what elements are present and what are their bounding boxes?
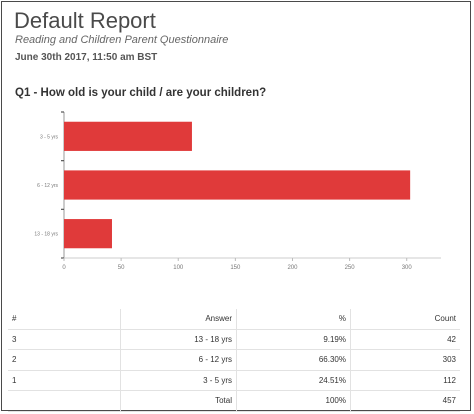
category-label: 13 - 18 yrs (34, 232, 58, 238)
cell-answer: 3 - 5 yrs (120, 370, 237, 391)
total-percent: 100% (236, 390, 351, 412)
table-row: 2 6 - 12 yrs 66.30% 303 (8, 349, 460, 371)
x-tick-label: 50 (118, 265, 125, 271)
cell-count: 303 (350, 349, 460, 371)
header-percent: % (236, 309, 351, 330)
header-count: Count (350, 309, 460, 330)
header-num: # (8, 309, 121, 330)
bar-13-18-yrs (64, 219, 112, 249)
cell-percent: 9.19% (236, 329, 351, 350)
table-row: 3 13 - 18 yrs 9.19% 42 (8, 329, 460, 350)
category-label: 3 - 5 yrs (40, 134, 59, 140)
cell-percent: 66.30% (236, 349, 351, 371)
bar-3-5-yrs (64, 121, 192, 151)
report-subtitle: Reading and Children Parent Questionnair… (15, 34, 229, 46)
report-title: Default Report (14, 8, 156, 33)
total-num (8, 390, 121, 412)
question-title: Q1 - How old is your child / are your ch… (15, 87, 267, 99)
cell-num: 2 (8, 349, 121, 371)
x-tick-label: 200 (287, 265, 298, 271)
table-row: 1 3 - 5 yrs 24.51% 112 (8, 370, 460, 391)
table-header-row: # Answer % Count (8, 309, 460, 330)
x-tick-label: 100 (173, 265, 184, 271)
bar-chart: 3 - 5 yrs 6 - 12 yrs 13 - 18 yrs 0 50 100 150 2… (34, 111, 441, 271)
total-count: 457 (350, 390, 460, 412)
cell-count: 42 (350, 329, 460, 350)
x-tick-label: 0 (62, 265, 66, 271)
report-date: June 30th 2017, 11:50 am BST (15, 52, 158, 63)
table-total-row: Total 100% 457 (8, 390, 460, 412)
cell-num: 3 (8, 329, 121, 350)
category-label: 6 - 12 yrs (37, 183, 58, 189)
x-tick-label: 300 (402, 265, 413, 271)
results-table: # Answer % Count 3 13 - 18 yrs 9.19% 42 … (8, 309, 460, 412)
x-tick-label: 250 (345, 265, 356, 271)
cell-answer: 6 - 12 yrs (120, 349, 237, 371)
bar-6-12-yrs (64, 170, 411, 200)
cell-count: 112 (350, 370, 460, 391)
cell-percent: 24.51% (236, 370, 351, 391)
x-tick-label: 150 (230, 265, 241, 271)
header-answer: Answer (120, 309, 237, 330)
cell-num: 1 (8, 370, 121, 391)
total-label: Total (120, 390, 237, 412)
cell-answer: 13 - 18 yrs (120, 329, 237, 350)
